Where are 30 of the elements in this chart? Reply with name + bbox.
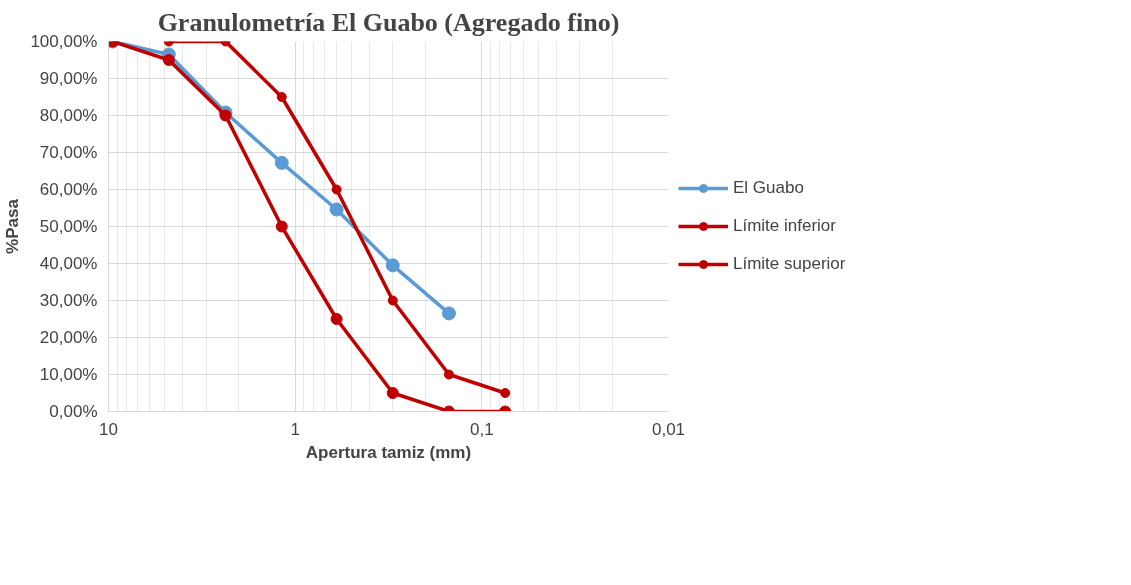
x-tick-label: 0,1	[470, 419, 494, 439]
point	[219, 109, 232, 122]
legend-label: El Guabo	[733, 178, 804, 198]
legend-label: Límite inferior	[733, 216, 836, 236]
y-tick-label: 0,00%	[49, 402, 98, 421]
point	[329, 202, 344, 217]
point	[330, 313, 343, 325]
point	[275, 220, 288, 233]
y-axis-title: %Pasa	[3, 198, 23, 254]
y-tick-label: 10,00%	[39, 365, 98, 384]
point	[162, 54, 175, 66]
legend-label: Límite superior	[733, 254, 846, 274]
y-tick-label: 30,00%	[39, 291, 98, 310]
x-axis-title: Apertura tamiz (mm)	[305, 442, 472, 462]
point	[274, 155, 289, 170]
y-tick-label: 90,00%	[39, 69, 98, 88]
point	[386, 387, 399, 399]
y-tick-label: 100,00%	[30, 32, 98, 51]
point	[385, 258, 400, 273]
chart-title: Granulometría El Guabo (Agregado fino)	[157, 7, 620, 37]
y-tick-label: 80,00%	[39, 106, 98, 125]
x-tick-label: 1	[290, 419, 300, 439]
y-tick-label: 40,00%	[39, 254, 98, 273]
x-tick-label: 10	[99, 419, 118, 439]
y-tick-label: 20,00%	[39, 328, 98, 347]
y-tick-label: 70,00%	[39, 143, 98, 162]
point	[441, 306, 456, 321]
x-tick-label: 0,01	[651, 419, 686, 439]
y-tick-label: 50,00%	[39, 217, 98, 236]
y-tick-label: 60,00%	[39, 180, 98, 199]
